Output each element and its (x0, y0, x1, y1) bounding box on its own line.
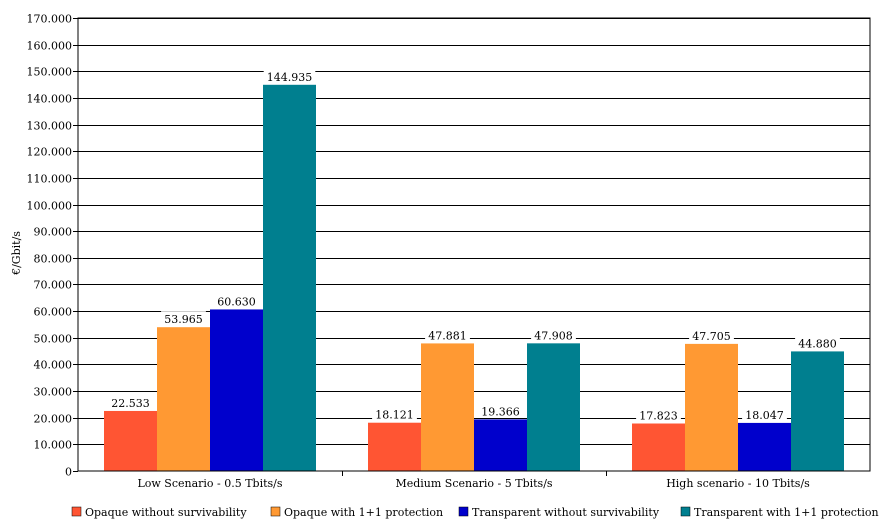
y-tick-label: 150.000 (27, 66, 73, 79)
category-label: Low Scenario - 0.5 Tbits/s (137, 477, 282, 490)
data-label: 47.908 (534, 329, 573, 342)
y-tick-label: 80.000 (34, 253, 73, 266)
y-tick-label: 60.000 (34, 306, 73, 319)
data-label: 47.705 (692, 330, 731, 343)
data-label-bg (636, 407, 681, 422)
data-label: 22.533 (111, 397, 150, 410)
y-tick-label: 100.000 (27, 200, 73, 213)
y-tick-label: 90.000 (34, 226, 73, 239)
y-tick-label: 20.000 (34, 413, 73, 426)
legend-entry: Transparent with 1+1 protection (694, 506, 879, 519)
bar (791, 351, 844, 471)
axes (77, 17, 871, 476)
y-tick-label: 30.000 (34, 386, 73, 399)
y-tick-label: 50.000 (34, 333, 73, 346)
y-axis-label: €/Gbit/s (10, 231, 23, 276)
data-label-bg (689, 327, 734, 342)
data-label: 19.366 (481, 405, 520, 418)
data-label: 18.121 (375, 409, 414, 422)
data-label: 60.630 (217, 295, 256, 308)
y-tick-label: 160.000 (27, 40, 73, 53)
data-label-bg (214, 293, 259, 308)
category-label: High scenario - 10 Tbits/s (666, 477, 810, 490)
data-label: 144.935 (267, 71, 313, 84)
legend-swatch (680, 506, 691, 517)
legend-entry: Opaque without survivability (85, 506, 247, 519)
data-label-bg (263, 68, 316, 83)
data-label-bg (478, 403, 523, 418)
data-label-bg (795, 335, 840, 350)
data-labels: 22.533 53.965 60.630 144.935 18.121 47.881 19.… (108, 68, 840, 423)
y-tick-label: 10.000 (34, 439, 73, 452)
data-label-bg (108, 394, 153, 409)
bar (527, 343, 580, 471)
bar (210, 309, 263, 471)
legend-entry: Transparent without survivability (472, 506, 660, 519)
data-label-bg (161, 311, 206, 326)
y-tick-label: 70.000 (34, 279, 73, 292)
category-label: Medium Scenario - 5 Tbits/s (395, 477, 552, 490)
data-label-bg (742, 406, 787, 421)
data-label-bg (531, 327, 576, 342)
y-tick-label: 40.000 (34, 359, 73, 372)
legend-swatch (458, 506, 469, 517)
data-label: 17.823 (639, 410, 678, 423)
data-label-bg (425, 327, 470, 342)
bar (738, 422, 791, 471)
y-tick-label: 120.000 (27, 146, 73, 159)
bar (157, 327, 210, 471)
legend: Opaque without survivability Opaque with … (71, 506, 879, 519)
x-axis-categories: Low Scenario - 0.5 Tbits/s Medium Scenari… (137, 477, 810, 490)
legend-entry: Opaque with 1+1 protection (284, 506, 443, 519)
y-tick-label: 130.000 (27, 120, 73, 133)
data-label: 47.881 (428, 329, 467, 342)
legend-swatch (71, 506, 82, 517)
legend-swatch (270, 506, 281, 517)
data-label: 53.965 (164, 313, 203, 326)
bar (263, 84, 316, 471)
bar (632, 423, 685, 471)
bars (104, 84, 844, 471)
bar (685, 343, 738, 471)
y-tick-label: 170.000 (27, 13, 73, 26)
bar (421, 343, 474, 471)
y-tick-label: 110.000 (27, 173, 73, 186)
data-label: 18.047 (745, 409, 784, 422)
data-label-bg (372, 406, 417, 421)
data-label: 44.880 (798, 337, 837, 350)
bar (368, 422, 421, 471)
y-tick-label: 140.000 (27, 93, 73, 106)
bar (104, 410, 157, 471)
plot-frame (77, 17, 871, 472)
y-axis-ticks: 0 10.000 20.000 30.000 40.000 50.000 60.000 70.… (27, 13, 78, 479)
y-tick-label: 0 (65, 466, 72, 479)
bar (474, 419, 527, 471)
